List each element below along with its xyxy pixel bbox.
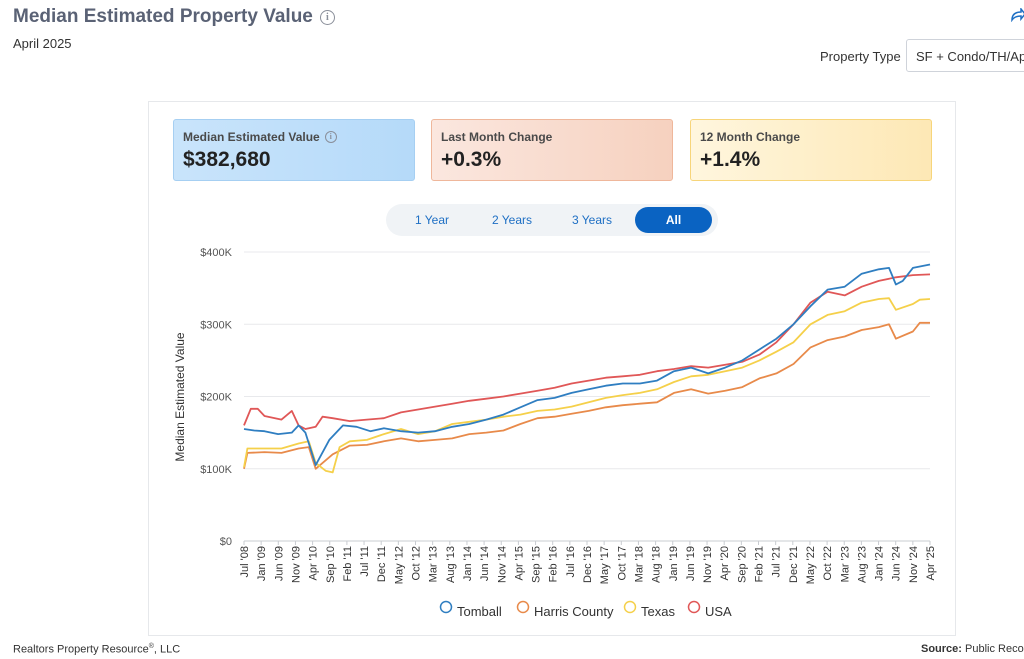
- x-tick-label: Apr '15: [513, 546, 525, 581]
- source-value: Public Records: [965, 643, 1024, 655]
- page-title-text: Median Estimated Property Value: [13, 6, 313, 27]
- x-tick-label: Aug '23: [856, 546, 868, 583]
- series-line-harris-county: [243, 321, 930, 470]
- legend-label-tomball: Tomball: [457, 604, 502, 619]
- x-tick-label: May '17: [599, 546, 611, 584]
- legend-marker-tomball: [439, 600, 453, 614]
- chart-panel: [148, 101, 956, 636]
- footer-source: Source: Public Records: [921, 643, 1024, 655]
- footer-credit-suffix: , LLC: [153, 643, 181, 656]
- y-tick-label: $300K: [200, 319, 232, 331]
- series-line-texas: [243, 297, 931, 474]
- x-tick-label: Oct '17: [616, 546, 628, 581]
- info-icon[interactable]: i: [324, 131, 337, 143]
- x-tick-label: Mar '23: [839, 546, 851, 582]
- x-tick-label: Mar '18: [633, 546, 645, 582]
- median-value-card: Median Estimated Value i $382,680: [173, 119, 415, 181]
- registered-mark: ®: [148, 643, 154, 650]
- page-title: Median Estimated Property Value i: [13, 6, 335, 28]
- x-tick-label: Jul '08: [239, 546, 251, 577]
- x-tick-label: Sep '15: [531, 546, 543, 583]
- footer-credit-text: Realtors Property Resource: [13, 643, 149, 656]
- median-value-label-text: Median Estimated Value: [183, 130, 320, 144]
- median-value-card-label: Median Estimated Value i: [183, 130, 337, 144]
- x-tick-label: Jun '19: [685, 546, 697, 581]
- x-tick-label: Feb '21: [754, 546, 766, 582]
- x-tick-label: Sep '20: [736, 546, 748, 583]
- x-tick-label: Jun '14: [479, 546, 491, 581]
- x-tick-label: Jun '09: [273, 546, 285, 581]
- x-tick-label: Jan '24: [874, 546, 886, 581]
- footer-credit: Realtors Property Resource®, LLC: [13, 643, 180, 656]
- property-type-select[interactable]: SF + Condo/TH/Ap: [906, 39, 1024, 72]
- page-subtitle: April 2025: [13, 36, 72, 51]
- x-tick-label: Apr '25: [925, 546, 937, 581]
- last-month-change-value: +0.3%: [441, 148, 502, 171]
- x-tick-label: Nov '09: [290, 546, 302, 583]
- x-tick-label: Dec '21: [788, 546, 800, 583]
- y-axis-label: Median Estimated Value: [173, 332, 187, 462]
- legend-marker-texas: [623, 600, 637, 614]
- source-label: Source:: [921, 643, 962, 655]
- y-tick-label: $0: [220, 536, 232, 548]
- x-tick-label: Jun '24: [891, 546, 903, 581]
- time-range-tabs: 1 Year 2 Years 3 Years All: [386, 204, 718, 236]
- x-tick-label: Feb '16: [548, 546, 560, 582]
- x-tick-label: Apr '10: [308, 546, 320, 581]
- last-month-change-label: Last Month Change: [441, 130, 553, 144]
- y-tick-label: $400K: [200, 247, 232, 259]
- x-tick-label: May '22: [805, 546, 817, 584]
- x-tick-label: Aug '18: [651, 546, 663, 583]
- x-tick-label: Jul '11: [359, 546, 371, 577]
- series-line-usa: [243, 273, 931, 430]
- property-type-label: Property Type: [820, 49, 901, 64]
- info-icon[interactable]: i: [319, 9, 335, 25]
- x-tick-label: Jan '19: [668, 546, 680, 581]
- x-tick-label: Oct '22: [822, 546, 834, 581]
- x-tick-label: Dec '16: [582, 546, 594, 583]
- twelve-month-change-label: 12 Month Change: [700, 130, 801, 144]
- legend-label-harris-county: Harris County: [534, 604, 614, 619]
- x-tick-label: Jul '16: [565, 546, 577, 577]
- x-tick-label: Nov '14: [496, 546, 508, 583]
- twelve-month-change-card: 12 Month Change +1.4%: [690, 119, 932, 181]
- x-tick-label: Mar '13: [428, 546, 440, 582]
- share-icon[interactable]: [1010, 8, 1024, 22]
- legend-marker-harris-county: [516, 600, 530, 614]
- tab-2-years[interactable]: 2 Years: [491, 213, 533, 227]
- x-tick-label: Nov '19: [702, 546, 714, 583]
- x-tick-label: Feb '11: [342, 546, 354, 582]
- x-tick-label: Sep '10: [325, 546, 337, 583]
- x-tick-label: Jan '09: [256, 546, 268, 581]
- x-tick-label: Oct '12: [411, 546, 423, 581]
- tab-3-years[interactable]: 3 Years: [571, 213, 613, 227]
- property-type-value: SF + Condo/TH/Ap: [916, 49, 1024, 64]
- x-tick-label: Aug '13: [445, 546, 457, 583]
- x-tick-label: Jul '21: [771, 546, 783, 577]
- legend-marker-usa: [687, 600, 701, 614]
- x-tick-label: Apr '20: [719, 546, 731, 581]
- last-month-change-card: Last Month Change +0.3%: [431, 119, 673, 181]
- y-tick-label: $100K: [200, 464, 232, 476]
- legend-label-usa: USA: [705, 604, 732, 619]
- x-tick-label: May '12: [393, 546, 405, 584]
- legend-label-texas: Texas: [641, 604, 675, 619]
- series-line-tomball: [243, 263, 931, 466]
- median-value-amount: $382,680: [183, 148, 271, 171]
- x-tick-label: Nov '24: [908, 546, 920, 583]
- y-tick-label: $200K: [200, 392, 232, 404]
- tab-1-year[interactable]: 1 Year: [414, 213, 450, 227]
- twelve-month-change-value: +1.4%: [700, 148, 761, 171]
- x-tick-label: Jan '14: [462, 546, 474, 581]
- tab-all[interactable]: All: [635, 207, 712, 233]
- x-tick-label: Dec '11: [376, 546, 388, 582]
